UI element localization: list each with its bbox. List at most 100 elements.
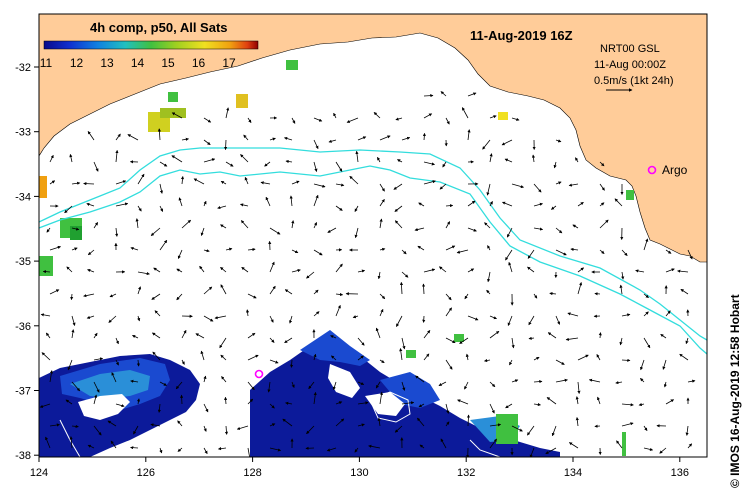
- current-arrow: [171, 155, 183, 163]
- current-arrow: [357, 401, 369, 405]
- current-arrow: [306, 425, 315, 435]
- current-arrow: [335, 292, 344, 297]
- current-arrow: [555, 227, 563, 234]
- current-arrow: [421, 283, 426, 295]
- current-arrow: [130, 246, 139, 251]
- sst-patches: [39, 60, 634, 456]
- current-arrow: [401, 401, 415, 405]
- current-arrow: [70, 293, 74, 301]
- current-arrow: [313, 289, 319, 295]
- current-arrow: [445, 359, 453, 370]
- current-arrow: [220, 224, 227, 229]
- current-arrow: [588, 378, 601, 383]
- current-arrow: [42, 270, 51, 274]
- current-arrow: [115, 227, 119, 237]
- current-arrow: [330, 335, 337, 339]
- current-arrow: [284, 337, 293, 344]
- current-arrow: [333, 112, 337, 119]
- current-arrow: [331, 355, 337, 361]
- current-arrow: [45, 332, 51, 339]
- current-arrow: [619, 337, 623, 346]
- current-arrow: [354, 205, 359, 212]
- x-tick-label: 132: [457, 467, 475, 479]
- x-axis-ticks: 124 126 128 130 132 134 136: [30, 457, 689, 479]
- current-arrow: [269, 285, 276, 295]
- current-arrow: [440, 438, 447, 449]
- current-arrow: [394, 205, 403, 212]
- current-arrow: [203, 286, 213, 295]
- current-arrow: [40, 313, 51, 317]
- current-arrow: [638, 402, 645, 407]
- y-tick-label: -33: [15, 127, 31, 139]
- current-arrow: [236, 425, 249, 430]
- depth-contours: [39, 147, 707, 355]
- map-date: 11-Aug-2019 16Z: [470, 28, 573, 43]
- current-arrow: [49, 370, 53, 383]
- current-arrow: [93, 222, 99, 229]
- current-arrow: [577, 354, 589, 361]
- current-arrow: [180, 394, 184, 405]
- current-arrow: [660, 333, 667, 339]
- current-arrow: [599, 183, 605, 191]
- current-arrow: [130, 446, 139, 450]
- current-arrow: [346, 117, 359, 123]
- current-arrow: [440, 91, 447, 97]
- current-arrow: [616, 440, 623, 449]
- current-arrow: [665, 310, 671, 317]
- current-arrow: [555, 315, 561, 325]
- current-arrow: [489, 403, 495, 414]
- current-arrow: [269, 337, 275, 343]
- current-arrow: [357, 269, 366, 273]
- current-arrow: [87, 249, 95, 256]
- current-arrow: [438, 266, 447, 273]
- current-arrow: [489, 381, 496, 388]
- y-axis-ticks: -32 -33 -34 -35 -36 -37 -38: [15, 62, 39, 462]
- current-arrow: [352, 315, 359, 319]
- x-tick-label: 134: [564, 467, 582, 479]
- current-arrow: [489, 438, 497, 449]
- current-arrow: [313, 117, 323, 122]
- current-arrow: [418, 403, 425, 408]
- current-arrow: [240, 154, 249, 163]
- current-arrow: [621, 249, 628, 256]
- current-arrow: [635, 269, 645, 273]
- current-arrow: [643, 238, 649, 251]
- current-arrow: [159, 381, 167, 386]
- current-arrow: [71, 329, 75, 339]
- current-arrow: [423, 113, 433, 119]
- current-arrow: [577, 281, 583, 295]
- current-arrow: [71, 181, 81, 185]
- current-arrow: [178, 197, 183, 207]
- current-arrow: [335, 183, 345, 187]
- current-arrow: [467, 92, 477, 97]
- current-arrow: [241, 266, 249, 273]
- current-arrow: [71, 247, 78, 251]
- current-arrow: [247, 381, 255, 391]
- current-arrow: [115, 202, 129, 207]
- current-arrow: [357, 381, 365, 385]
- current-arrow: [489, 315, 497, 320]
- current-arrow: [677, 269, 689, 273]
- current-arrow: [335, 304, 341, 317]
- x-tick-label: 128: [243, 467, 261, 479]
- current-arrow: [244, 176, 249, 185]
- current-arrow: [483, 358, 491, 363]
- current-arrow: [377, 417, 381, 427]
- current-arrow: [157, 128, 161, 141]
- current-arrow: [247, 332, 256, 339]
- current-arrow: [401, 381, 406, 391]
- current-arrow: [265, 196, 271, 207]
- current-arrow: [680, 288, 689, 295]
- current-arrow: [445, 403, 450, 414]
- current-arrow: [533, 293, 538, 299]
- colorbar-tick-label: 17: [222, 56, 236, 70]
- current-arrow: [181, 137, 190, 141]
- current-arrow: [486, 289, 491, 295]
- current-arrow: [269, 359, 279, 364]
- current-arrow: [203, 403, 209, 413]
- current-arrow: [39, 403, 51, 408]
- current-arrow: [423, 161, 436, 166]
- current-arrow: [132, 335, 139, 339]
- current-arrow: [69, 153, 73, 163]
- current-arrow: [531, 154, 536, 163]
